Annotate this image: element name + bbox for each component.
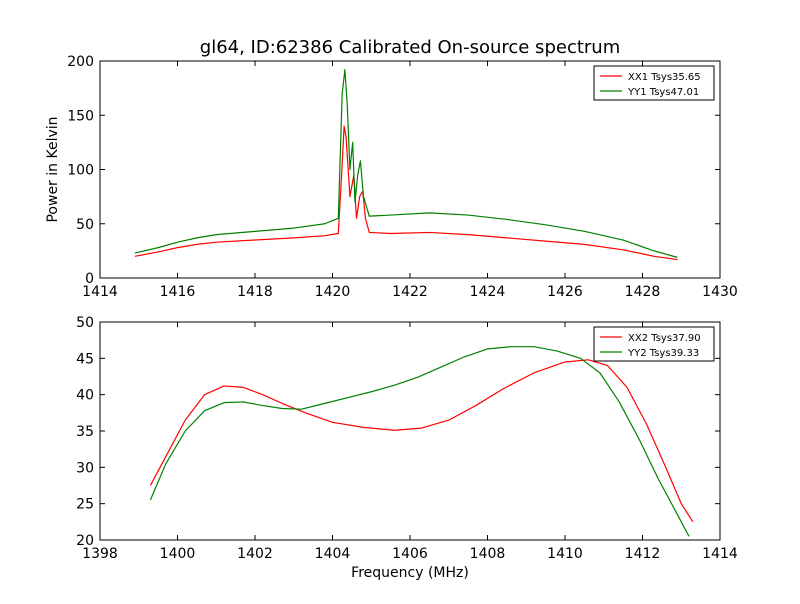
x-axis-label: Frequency (MHz) (351, 565, 469, 581)
figure-title: gl64, ID:62386 Calibrated On-source spec… (200, 37, 620, 58)
x-tick-label: 1426 (547, 284, 583, 300)
x-tick-label: 1402 (237, 546, 273, 562)
series-line-1 (149, 359, 694, 523)
plot-panel-1: 1414 1416 1418 1420 1422 1424 1426 1428 1430 0 50 1… (45, 54, 738, 300)
x-tick-label: 1420 (315, 284, 351, 300)
plot-panels: 1414 1416 1418 1420 1422 1424 1426 1428 14300501… (45, 54, 738, 581)
x-tick-label: 1422 (392, 284, 428, 300)
y-tick-label: 50 (76, 315, 94, 331)
y-tick-label: 100 (67, 163, 94, 179)
y-tick-label: 20 (76, 533, 94, 549)
series-line-2 (149, 346, 690, 537)
x-tick-label: 1414 (702, 546, 738, 562)
plot-panel-2: 1398 1400 1402 1404 1406 1408 1410 1412 1414 20 25… (76, 315, 738, 581)
x-tick-label: 1424 (470, 284, 506, 300)
x-tick-label: 1418 (237, 284, 273, 300)
legend-label: XX2 Tsys37.90 (628, 333, 701, 344)
y-tick-label: 35 (76, 424, 94, 440)
x-tick-label: 1416 (160, 284, 196, 300)
legend-label: XX1 Tsys35.65 (628, 72, 701, 83)
x-tick-label: 1400 (160, 546, 196, 562)
x-tick-label: 1406 (392, 546, 428, 562)
legend-box (593, 326, 715, 362)
x-tick-label: 1398 (82, 546, 118, 562)
x-tick-label: 1404 (315, 546, 351, 562)
y-tick-label: 25 (76, 497, 94, 513)
x-tick-label: 1408 (470, 546, 506, 562)
y-tick-label: 45 (76, 351, 94, 367)
legend: XX2 Tsys37.90 YY2 Tsys39.33 (593, 326, 715, 362)
x-tick-label: 1414 (82, 284, 118, 300)
legend-label: YY2 Tsys39.33 (627, 348, 699, 359)
series-line-2 (134, 69, 678, 258)
legend-label: YY1 Tsys47.01 (627, 87, 699, 98)
x-tick-label: 1412 (625, 546, 661, 562)
y-tick-label: 40 (76, 388, 94, 404)
y-tick-label: 50 (76, 217, 94, 233)
legend-box (593, 65, 715, 101)
y-tick-label: 0 (85, 271, 94, 287)
y-tick-label: 200 (67, 54, 94, 70)
x-tick-label: 1410 (547, 546, 583, 562)
y-tick-label: 150 (67, 108, 94, 124)
y-axis-label: Power in Kelvin (45, 116, 61, 222)
x-tick-label: 1430 (702, 284, 738, 300)
legend: XX1 Tsys35.65 YY1 Tsys47.01 (593, 65, 715, 101)
x-tick-label: 1428 (625, 284, 661, 300)
y-tick-label: 30 (76, 460, 94, 476)
